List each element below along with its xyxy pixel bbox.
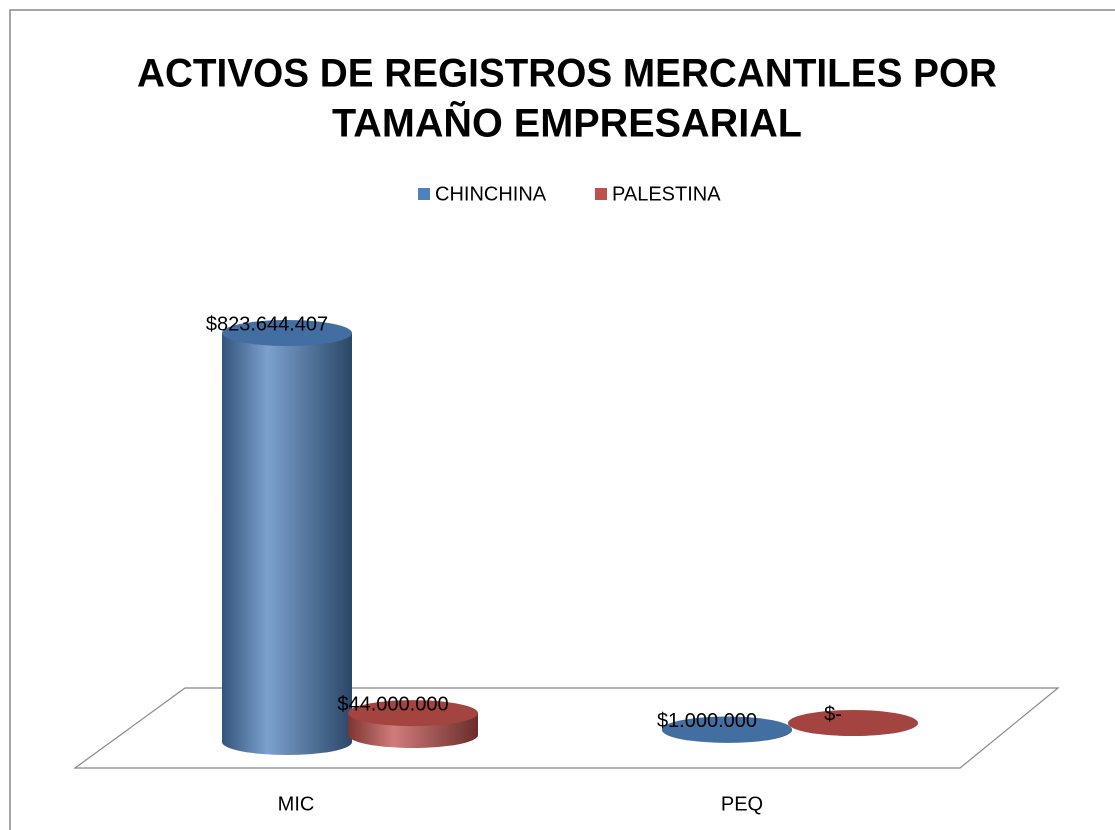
bar-body	[222, 333, 352, 755]
data-label: $44.000.000	[337, 693, 448, 715]
bar-top	[788, 710, 918, 736]
x-tick-label: MIC	[278, 793, 315, 815]
x-tick-label: PEQ	[721, 793, 763, 815]
data-label: $823.644.407	[206, 313, 328, 335]
legend-label: CHINCHINA	[435, 183, 547, 205]
data-label: $-	[824, 703, 842, 725]
legend-label: PALESTINA	[612, 183, 721, 205]
bar	[662, 716, 792, 743]
bar-top	[222, 320, 352, 346]
chart-title: ACTIVOS DE REGISTROS MERCANTILES POR	[137, 52, 997, 96]
bar	[222, 320, 352, 755]
bar	[788, 710, 918, 736]
chart-title: TAMAÑO EMPRESARIAL	[332, 100, 802, 146]
bar-top	[348, 700, 478, 727]
data-label: $1.000.000	[657, 710, 757, 732]
bar-top	[662, 716, 792, 743]
legend-swatch	[595, 188, 607, 200]
legend-swatch	[418, 188, 430, 200]
bar	[348, 700, 478, 748]
